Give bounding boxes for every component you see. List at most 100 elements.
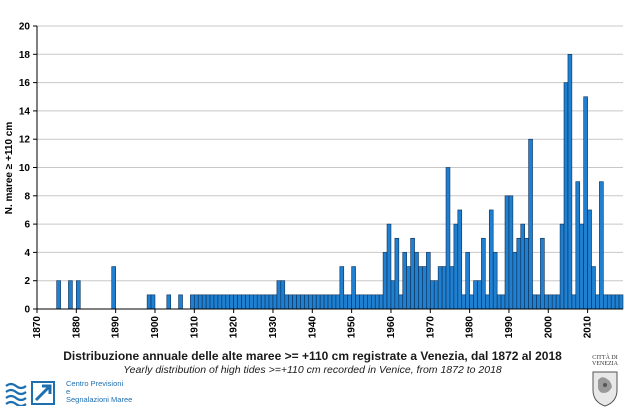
bar-1903 bbox=[166, 294, 172, 310]
bars bbox=[56, 53, 624, 310]
bar-1988 bbox=[500, 294, 506, 310]
city-seal-line1: CITTÀ DI bbox=[592, 355, 618, 361]
bar-1917 bbox=[221, 294, 227, 310]
x-tick-label: 1910 bbox=[189, 316, 200, 339]
bar-1947 bbox=[339, 266, 345, 310]
bar-1965 bbox=[410, 237, 415, 310]
bar-1964 bbox=[406, 266, 411, 310]
x-tick-label: 1930 bbox=[268, 316, 279, 339]
bar-1997 bbox=[536, 294, 541, 310]
chart-subtitle: Yearly distribution of high tides >=+110… bbox=[123, 364, 502, 376]
chart: 0 2 4 6 8 10 12 14 16 18 20 1870 1880 1890 1900 1910 19… bbox=[4, 22, 624, 338]
bar-1920 bbox=[233, 294, 238, 310]
bar-1991 bbox=[512, 252, 518, 310]
bar-1949 bbox=[347, 294, 352, 310]
bar-1983 bbox=[481, 237, 486, 310]
bar-2011 bbox=[591, 266, 596, 310]
bar-1969 bbox=[426, 252, 431, 310]
bar-2013 bbox=[599, 181, 604, 310]
bar-1979 bbox=[465, 252, 470, 310]
bar-1994 bbox=[524, 237, 529, 310]
bar-1987 bbox=[496, 294, 502, 310]
bar-1989 bbox=[504, 195, 510, 310]
y-axis-label: N. maree ≥ +110 cm bbox=[4, 122, 15, 215]
bar-1985 bbox=[488, 209, 494, 310]
logo-org-line2: e bbox=[66, 387, 71, 396]
bar-1984 bbox=[485, 294, 490, 310]
bar-1928 bbox=[264, 294, 270, 310]
y-tick-label: 18 bbox=[19, 50, 31, 61]
bar-1937 bbox=[300, 294, 305, 310]
bar-1992 bbox=[516, 237, 522, 310]
bar-1924 bbox=[249, 294, 254, 310]
y-tick-label: 12 bbox=[19, 135, 31, 146]
bar-1927 bbox=[260, 294, 266, 310]
bar-1910 bbox=[194, 294, 199, 310]
bar-1915 bbox=[213, 294, 219, 310]
x-tick-label: 1940 bbox=[307, 316, 318, 339]
bar-1977 bbox=[457, 209, 463, 310]
bar-2007 bbox=[575, 181, 581, 310]
y-tick-label: 20 bbox=[19, 22, 31, 33]
logo-org-line3: Segnalazioni Maree bbox=[66, 395, 133, 404]
bar-1878 bbox=[68, 280, 73, 310]
bar-1929 bbox=[268, 294, 274, 310]
x-tick-label: 1980 bbox=[465, 316, 476, 339]
bar-1946 bbox=[335, 294, 341, 310]
bar-2014 bbox=[603, 294, 608, 310]
bar-1980 bbox=[469, 294, 474, 310]
x-tick-label: 2010 bbox=[583, 316, 594, 339]
bar-1926 bbox=[256, 294, 262, 310]
logo-org-line1: Centro Previsioni bbox=[66, 379, 124, 388]
bar-1981 bbox=[473, 280, 478, 310]
bar-1931 bbox=[276, 280, 282, 310]
gridlines bbox=[37, 25, 623, 310]
bar-1919 bbox=[229, 294, 234, 310]
y-tick-label: 0 bbox=[24, 305, 30, 316]
bar-1939 bbox=[308, 294, 313, 310]
x-tick-label: 2000 bbox=[543, 316, 554, 339]
bar-1978 bbox=[461, 294, 466, 310]
bar-1889 bbox=[111, 266, 116, 310]
bar-2012 bbox=[595, 294, 600, 310]
y-tick-label: 6 bbox=[24, 220, 30, 231]
bar-1941 bbox=[315, 294, 321, 310]
bar-1952 bbox=[359, 294, 364, 310]
bar-1956 bbox=[374, 294, 380, 310]
bar-1922 bbox=[241, 294, 246, 310]
y-tick-label: 10 bbox=[19, 163, 31, 174]
bar-1909 bbox=[190, 294, 195, 310]
bar-1950 bbox=[351, 266, 356, 310]
bar-1961 bbox=[394, 237, 400, 310]
bar-1973 bbox=[441, 266, 447, 310]
bar-2018 bbox=[618, 294, 624, 310]
bar-2003 bbox=[559, 223, 565, 310]
x-tick-labels: 1870 1880 1890 1900 1910 1920 1930 1940 1950 1960… bbox=[32, 309, 594, 338]
bar-1940 bbox=[312, 294, 317, 310]
bar-2008 bbox=[579, 223, 584, 310]
bar-1959 bbox=[386, 223, 392, 310]
bar-2017 bbox=[614, 294, 620, 310]
bar-1935 bbox=[292, 294, 297, 310]
bar-1996 bbox=[532, 294, 537, 310]
bar-1954 bbox=[367, 294, 372, 310]
bar-1951 bbox=[355, 294, 360, 310]
y-tick-label: 14 bbox=[19, 106, 31, 117]
y-tick-label: 16 bbox=[19, 78, 31, 89]
bar-1993 bbox=[520, 223, 525, 310]
bar-1998 bbox=[540, 237, 545, 310]
bar-1916 bbox=[217, 294, 223, 310]
city-seal-line2: VENEZIA bbox=[592, 361, 618, 367]
bar-1955 bbox=[370, 294, 376, 310]
x-tick-label: 1880 bbox=[71, 316, 82, 339]
bar-1968 bbox=[422, 266, 427, 310]
bar-2006 bbox=[571, 294, 577, 310]
bar-1974 bbox=[445, 167, 451, 310]
bar-1958 bbox=[382, 252, 388, 310]
bar-2016 bbox=[610, 294, 616, 310]
x-tick-label: 1950 bbox=[347, 316, 358, 339]
bar-1957 bbox=[378, 294, 384, 310]
x-tick-label: 1990 bbox=[504, 316, 515, 339]
bar-1934 bbox=[288, 294, 293, 310]
bar-1971 bbox=[433, 280, 439, 310]
